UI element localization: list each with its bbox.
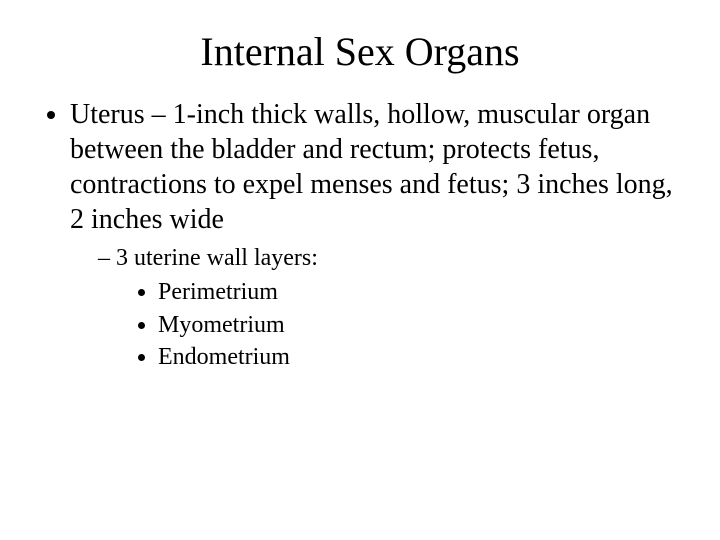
list-item: Endometrium — [158, 341, 680, 373]
list-item: 3 uterine wall layers: Perimetrium Myome… — [98, 243, 680, 373]
slide: Internal Sex Organs Uterus – 1-inch thic… — [0, 0, 720, 540]
bullet-text: Endometrium — [158, 344, 290, 370]
slide-title: Internal Sex Organs — [40, 28, 680, 75]
list-item: Uterus – 1-inch thick walls, hollow, mus… — [70, 97, 680, 373]
bullet-list-level2: 3 uterine wall layers: Perimetrium Myome… — [70, 243, 680, 373]
bullet-text: 3 uterine wall layers: — [116, 245, 318, 271]
bullet-list-level3: Perimetrium Myometrium Endometrium — [112, 276, 680, 373]
list-item: Perimetrium — [158, 276, 680, 308]
bullet-text: Perimetrium — [158, 279, 278, 305]
bullet-list-level1: Uterus – 1-inch thick walls, hollow, mus… — [40, 97, 680, 373]
list-item: Myometrium — [158, 309, 680, 341]
bullet-text: Myometrium — [158, 312, 285, 338]
bullet-text: Uterus – 1-inch thick walls, hollow, mus… — [70, 99, 673, 235]
